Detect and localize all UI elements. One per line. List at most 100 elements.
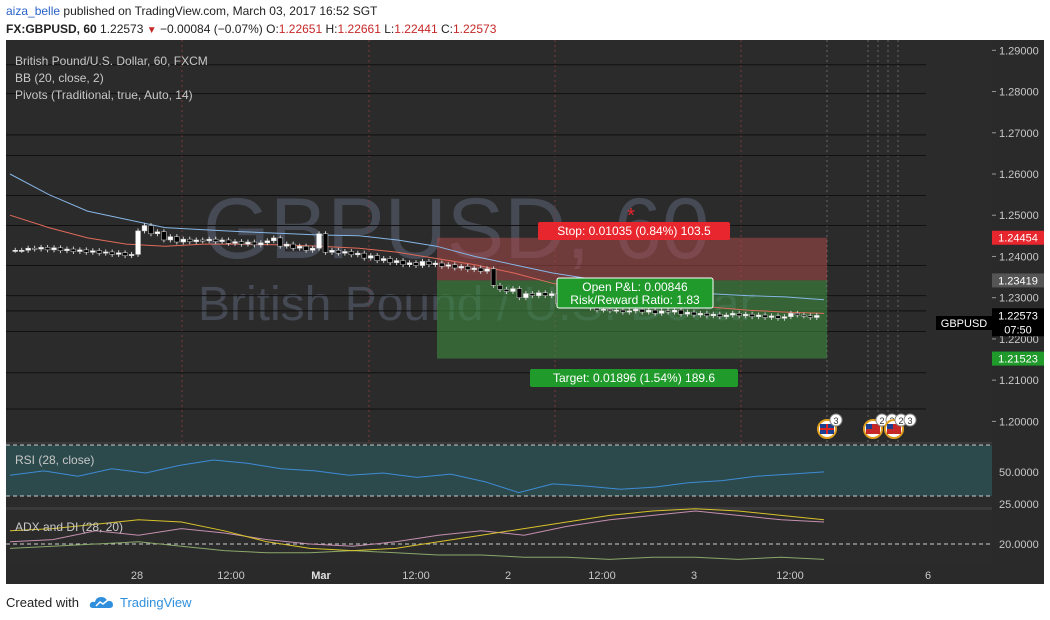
candle-body-91 xyxy=(600,308,607,311)
low-label: L: xyxy=(384,22,395,36)
publish-info: aiza_belle published on TradingView.com,… xyxy=(6,4,377,18)
open-value: 1.22651 xyxy=(278,22,323,36)
symbol-label: FX:GBPUSD, 60 xyxy=(6,22,97,36)
candle-body-57 xyxy=(380,258,387,261)
candle-body-14 xyxy=(103,251,109,254)
legend-instrument[interactable]: British Pound/U.S. Dollar, 60, FXCM xyxy=(15,54,208,68)
candle-body-4 xyxy=(38,247,44,250)
open-label: O: xyxy=(266,22,279,36)
candle-body-18 xyxy=(128,254,135,256)
published-text: published on TradingView.com, March 03, … xyxy=(63,4,378,18)
candle-body-40 xyxy=(271,237,277,242)
adx-line xyxy=(9,508,825,552)
candle-body-75 xyxy=(497,285,503,290)
candle-body-70 xyxy=(465,266,471,270)
target-label[interactable]: Target: 0.01896 (1.54%) 189.6 xyxy=(530,369,738,387)
candle-body-38 xyxy=(258,242,264,246)
tradingview-link[interactable]: TradingView xyxy=(120,595,192,610)
event-flag-uk-icon[interactable]: 3 xyxy=(817,413,843,439)
candle-body-74 xyxy=(490,268,497,286)
candle-body-21 xyxy=(148,225,154,235)
candle-body-123 xyxy=(807,315,813,318)
candle-body-72 xyxy=(477,267,484,272)
candle-body-59 xyxy=(393,260,400,263)
high-label: H: xyxy=(325,22,338,36)
chart-panel[interactable]: GBPUSD, 60 British Pound / U.S. Dollar S… xyxy=(6,40,1044,584)
candle-body-116 xyxy=(762,314,768,318)
stop-zone[interactable] xyxy=(437,237,827,281)
candle-body-64 xyxy=(426,261,432,265)
candle-body-78 xyxy=(516,288,523,298)
candle-body-1 xyxy=(19,250,25,252)
created-with-text: Created with xyxy=(6,595,79,610)
time-axis-labels: 28 12:00 Mar 12:00 2 12:00 3 12:00 6 xyxy=(131,570,931,582)
candle-body-13 xyxy=(96,250,102,254)
candle-body-62 xyxy=(413,262,419,266)
candle-body-92 xyxy=(607,308,613,312)
rsi-tick-50: 50.0000 xyxy=(999,467,1039,479)
candle-body-52 xyxy=(348,251,355,256)
time-axis[interactable] xyxy=(6,564,992,584)
candle-body-120 xyxy=(788,313,794,317)
price-tick-label-6: 1.23000 xyxy=(999,293,1039,305)
candle-body-6 xyxy=(51,247,57,251)
stop-label-text: Stop: 0.01035 (0.84%) 103.5 xyxy=(557,224,711,238)
candle-body-25 xyxy=(174,236,180,243)
price-tick-label-3: 1.26000 xyxy=(999,169,1039,181)
candle-body-93 xyxy=(613,309,620,312)
candle-body-53 xyxy=(355,252,361,256)
time-label-2: Mar xyxy=(311,570,331,582)
candle-body-42 xyxy=(284,243,290,247)
low-value: 1.22441 xyxy=(394,22,438,36)
candle-body-2 xyxy=(25,247,31,251)
candle-body-30 xyxy=(206,238,212,242)
candle-body-105 xyxy=(691,311,697,316)
candle-body-9 xyxy=(70,248,77,252)
candle-body-34 xyxy=(232,241,238,244)
candle-body-46 xyxy=(309,247,316,251)
adx-label[interactable]: ADX and DI (28, 20) xyxy=(15,520,123,534)
candle-body-102 xyxy=(671,309,678,313)
candle-body-69 xyxy=(458,266,464,269)
rsi-line xyxy=(9,459,825,494)
target-price-tag-text: 1.21523 xyxy=(998,354,1038,366)
candle-body-43 xyxy=(290,243,296,249)
candle-body-65 xyxy=(432,262,439,265)
candle-body-111 xyxy=(730,313,736,316)
last-price: 1.22573 xyxy=(100,22,144,36)
candle-body-119 xyxy=(781,316,788,319)
candle-body-108 xyxy=(710,313,717,317)
close-label: C: xyxy=(441,22,453,36)
price-tick-label-1: 1.28000 xyxy=(999,87,1039,99)
legend-pivots[interactable]: Pivots (Traditional, true, Auto, 14) xyxy=(15,88,193,102)
author-link[interactable]: aiza_belle xyxy=(6,4,61,18)
price-change: −0.00084 (−0.07%) xyxy=(160,22,263,36)
rsi-label[interactable]: RSI (28, close) xyxy=(15,453,94,467)
event-flag-us-2-icon[interactable]: 2 3 xyxy=(884,413,917,439)
candle-body-45 xyxy=(303,245,309,251)
candle-body-56 xyxy=(374,255,380,261)
quote-line: FX:GBPUSD, 60 1.22573 ▼ −0.00084 (−0.07%… xyxy=(6,22,496,36)
di-minus-line xyxy=(9,541,825,560)
stop-price-tag-text: 1.24454 xyxy=(998,233,1038,245)
adx-pane[interactable] xyxy=(6,510,992,564)
candle-body-98 xyxy=(646,309,652,313)
last-price-tag-text: 1.22573 xyxy=(998,310,1038,322)
legend-bb[interactable]: BB (20, close, 2) xyxy=(15,71,104,85)
candle-body-23 xyxy=(161,231,167,241)
candle-body-12 xyxy=(90,250,96,253)
candle-body-54 xyxy=(361,252,367,259)
candle-body-97 xyxy=(639,308,645,313)
last-price-tag: GBPUSD 1.22573 07:50 xyxy=(936,308,1044,337)
candle-body-104 xyxy=(684,311,691,315)
close-value: 1.22573 xyxy=(453,22,497,36)
candle-body-80 xyxy=(529,293,536,296)
candle-body-26 xyxy=(180,238,186,243)
price-chart[interactable]: GBPUSD, 60 British Pound / U.S. Dollar S… xyxy=(6,40,1044,584)
event-count-1: 3 xyxy=(833,416,838,426)
pnl-label[interactable]: Open P&L: 0.00846 Risk/Reward Ratio: 1.8… xyxy=(556,277,714,309)
candle-body-10 xyxy=(77,249,83,252)
candle-body-109 xyxy=(717,313,723,317)
stop-label[interactable]: Stop: 0.01035 (0.84%) 103.5 xyxy=(538,222,730,240)
candle-body-63 xyxy=(419,261,426,266)
